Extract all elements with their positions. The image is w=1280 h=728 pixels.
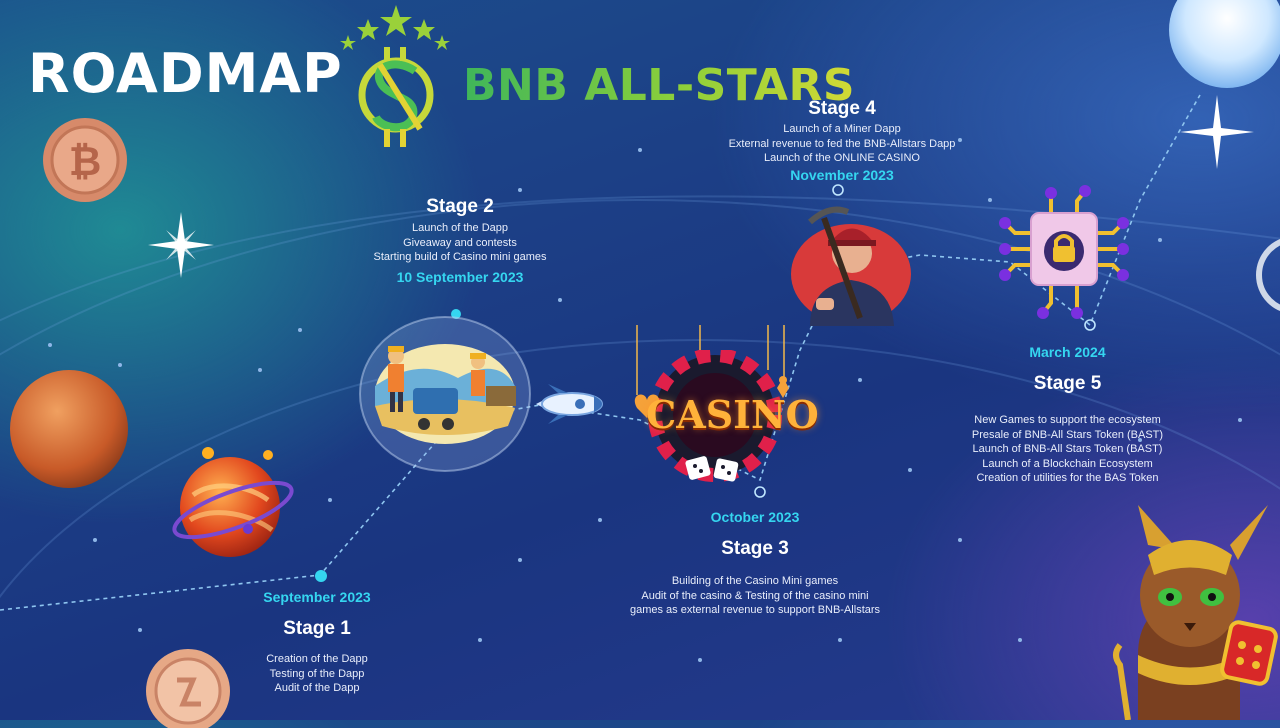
stage-3-title: Stage 3	[721, 538, 789, 559]
stage-1-item: Creation of the Dapp	[266, 653, 368, 665]
stage-3-item: Building of the Casino Mini games	[671, 575, 839, 587]
stage-3: October 2023 Stage 3 Building of the Cas…	[605, 508, 905, 618]
stage-1: September 2023 Stage 1 Creation of the D…	[217, 588, 417, 696]
stage-4-title: Stage 4	[808, 98, 876, 119]
casino-sign: CASINO	[646, 392, 819, 437]
stage-1-item: Audit of the Dapp	[274, 682, 360, 694]
roadmap-path	[0, 94, 1201, 611]
stage-5: March 2024 Stage 5 New Games to support …	[950, 343, 1185, 486]
bitcoin-coin-icon: ₿	[43, 118, 127, 202]
brand-name: BNB ALL-STARS	[463, 60, 856, 111]
stage-5-date: March 2024	[1029, 344, 1106, 360]
stage-1-title: Stage 1	[283, 618, 351, 639]
stage-5-item: Creation of utilities for the BAS Token	[976, 472, 1159, 484]
stage-3-date: October 2023	[710, 509, 800, 525]
stage-3-item: Audit of the casino & Testing of the cas…	[641, 589, 869, 602]
edge-ring-icon	[1256, 239, 1280, 311]
logo-icon	[340, 5, 450, 147]
stage-2-title: Stage 2	[426, 196, 494, 217]
stage-4-item: Launch of the ONLINE CASINO	[764, 152, 920, 164]
stage-1-date: September 2023	[263, 589, 371, 605]
stage-4: Stage 4 Launch of a Miner Dapp External …	[702, 98, 982, 184]
stage-2: Stage 2 Launch of the Dapp Giveaway and …	[330, 196, 590, 286]
rocket-icon	[536, 384, 603, 424]
ringed-planet-icon	[172, 447, 294, 557]
coin-icon	[146, 649, 230, 728]
stage-2-item: Launch of the Dapp	[411, 222, 509, 234]
sparkle-icon	[148, 212, 214, 278]
planet-icon	[10, 370, 128, 488]
lock-chip-icon	[999, 185, 1129, 319]
moon-icon	[1169, 0, 1280, 88]
stage-4-item: Launch of a Miner Dapp	[783, 123, 901, 135]
svg-text:₿: ₿	[69, 139, 102, 185]
stage-2-item: Giveaway and contests	[403, 236, 517, 249]
casino-chip-icon	[634, 350, 789, 482]
stage-5-title: Stage 5	[1033, 373, 1102, 394]
stage-5-item: Launch of a Blockchain Ecosystem	[982, 457, 1153, 470]
sparkle-icon-right	[1180, 95, 1254, 169]
stage-2-item: Starting build of Casino mini games	[373, 251, 547, 263]
stage-1-item: Testing of the Dapp	[269, 667, 365, 680]
page-title: ROADMAP	[28, 42, 343, 105]
stage-3-item: games as external revenue to support BNB…	[629, 604, 881, 616]
stage-5-item: Launch of BNB-All Stars Token (BAST)	[972, 443, 1163, 455]
stage-5-item: New Games to support the ecosystem	[974, 414, 1161, 426]
miner-icon	[791, 206, 911, 326]
cat-mascot-icon	[1113, 505, 1278, 720]
workers-icon	[359, 316, 531, 472]
stage-4-item: External revenue to fed the BNB-Allstars…	[728, 137, 956, 150]
stage-5-item: Presale of BNB-All Stars Token (BAST)	[971, 428, 1164, 441]
stage-2-date: 10 September 2023	[396, 268, 524, 285]
star-dots	[48, 138, 1242, 662]
stage-4-date: November 2023	[790, 166, 894, 183]
